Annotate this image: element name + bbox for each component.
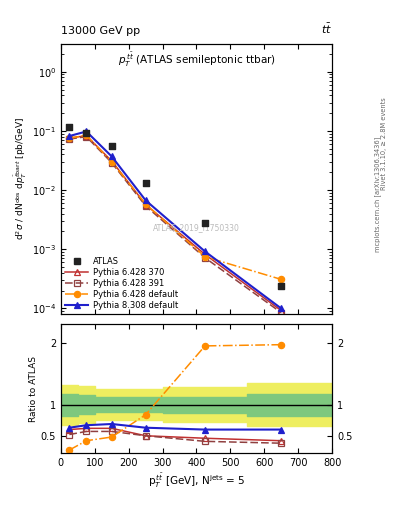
Point [66, 123, 73, 132]
Text: mcplots.cern.ch [arXiv:1306.3436]: mcplots.cern.ch [arXiv:1306.3436] [374, 137, 381, 252]
Text: $t\bar{t}$: $t\bar{t}$ [321, 22, 332, 36]
Point [202, 219, 208, 227]
Text: Rivet 3.1.10, ≥ 2.8M events: Rivet 3.1.10, ≥ 2.8M events [381, 97, 387, 190]
Y-axis label: Ratio to ATLAS: Ratio to ATLAS [29, 356, 38, 422]
Point [108, 142, 115, 151]
X-axis label: p$^{\,t\bar{t}}_T$ [GeV], N$^{\rm jets}$ = 5: p$^{\,t\bar{t}}_T$ [GeV], N$^{\rm jets}$… [148, 472, 245, 490]
Point [143, 179, 149, 187]
Point [278, 282, 285, 290]
Point [83, 129, 90, 137]
Y-axis label: d$^2\sigma$ / dN$^{\rm obs}$ d$p^{\bar{t}{\rm bar}t}_T$ [pb/GeV]: d$^2\sigma$ / dN$^{\rm obs}$ d$p^{\bar{t… [13, 117, 29, 240]
Text: ATLAS_2019_I1750330: ATLAS_2019_I1750330 [153, 223, 240, 232]
Legend: ATLAS, Pythia 6.428 370, Pythia 6.428 391, Pythia 6.428 default, Pythia 8.308 de: ATLAS, Pythia 6.428 370, Pythia 6.428 39… [65, 257, 178, 310]
Text: 13000 GeV pp: 13000 GeV pp [61, 26, 140, 36]
Text: $p_T^{\,t\bar{t}}$ (ATLAS semileptonic ttbar): $p_T^{\,t\bar{t}}$ (ATLAS semileptonic t… [118, 50, 275, 69]
